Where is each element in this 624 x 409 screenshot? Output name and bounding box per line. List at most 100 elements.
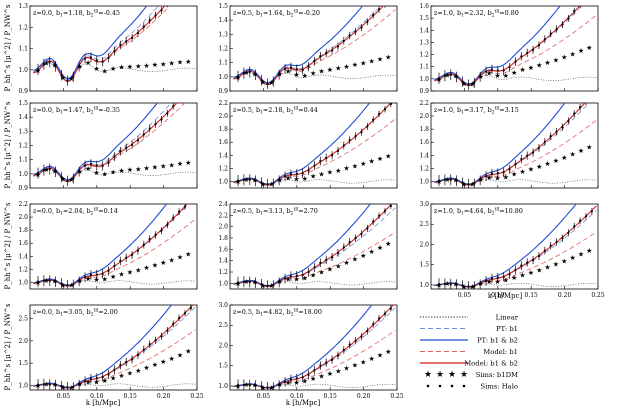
sims-b1dm-star: ★ (385, 53, 391, 61)
sims-b1dm-star: ★ (494, 72, 500, 80)
sims-b1dm-star: ★ (85, 275, 91, 283)
sims-halo-point (484, 279, 488, 283)
series-pt-b1-b2 (33, 103, 158, 181)
legend: Linear PT: b1 PT: b1 & b2 Model: b1 Mode… (420, 314, 519, 391)
sims-halo-point (136, 139, 140, 142)
sims-halo-point (172, 322, 175, 325)
sims-b1dm-star: ★ (160, 60, 166, 68)
sims-b1dm-star: ★ (377, 244, 383, 252)
sims-halo-point (567, 17, 570, 20)
sims-halo-point (184, 93, 186, 95)
sims-b1dm-star: ★ (260, 78, 266, 86)
sims-b1dm-star: ★ (536, 267, 542, 275)
sims-b1dm-star: ★ (444, 72, 450, 80)
sims-b1dm-star: ★ (469, 283, 475, 291)
sims-halo-point (48, 383, 51, 386)
sims-b1dm-star: ★ (377, 155, 383, 163)
sims-halo-point (336, 149, 340, 153)
sims-b1dm-star: ★ (118, 271, 124, 279)
sims-halo-point (531, 151, 535, 154)
sims-b1dm-star: ★ (453, 177, 459, 185)
sims-b1dm-star: ★ (52, 278, 58, 286)
sims-b1dm-star: ★ (243, 69, 249, 77)
legend-label-pt-b1-b2: PT: b1 & b2 (477, 337, 518, 345)
sims-halo-point (467, 183, 470, 186)
panel-annotation: z=0.0, b1=3.05, b2tll=2.00 (33, 308, 118, 318)
y-tick-label: 1.2 (18, 143, 28, 150)
y-tick-label: 1.8 (419, 126, 429, 133)
sims-halo-point (336, 354, 340, 357)
sims-b1dm-star: ★ (52, 62, 58, 70)
legend-item-pt-b1: PT: b1 (420, 325, 518, 333)
sims-b1dm-star: ★ (352, 362, 358, 370)
sims-b1dm-star: ★ (327, 169, 333, 177)
panel-annotation: z=0.5, b1=2.18, b2tll=0.44 (233, 106, 318, 116)
x-tick-label: 0.20 (558, 292, 572, 299)
series-pt-b1-b2 (33, 6, 148, 80)
sims-b1dm-star: ★ (569, 254, 575, 262)
sims-halo-point (573, 9, 576, 13)
sims-halo-point (136, 354, 140, 357)
legend-item-sims-halo: Sims: Halo (426, 383, 518, 391)
sims-b1dm-star: ★ (385, 240, 391, 248)
sims-halo-point (307, 65, 310, 68)
sims-halo-point (508, 273, 511, 276)
x-tick-label: 0.05 (458, 292, 472, 299)
y-tick-label: 1.4 (18, 253, 28, 260)
sims-b1dm-star: ★ (302, 274, 308, 282)
legend-marker-dot (462, 384, 466, 388)
legend-marker-stars: ★ (448, 370, 456, 380)
sims-b1dm-star: ★ (318, 67, 324, 75)
sims-b1dm-star: ★ (469, 181, 475, 189)
y-tick-label: 1.8 (218, 235, 228, 242)
sims-b1dm-star: ★ (277, 71, 283, 79)
sims-halo-point (372, 220, 375, 223)
sims-b1dm-star: ★ (486, 278, 492, 286)
sims-halo-point (125, 146, 128, 149)
sims-halo-point (48, 279, 51, 282)
sims-b1dm-star: ★ (335, 167, 341, 175)
sims-b1dm-star: ★ (569, 50, 575, 58)
y-tick-label: 1.0 (419, 178, 429, 185)
sims-halo-point (449, 73, 452, 76)
sims-halo-point (190, 200, 192, 202)
sims-b1dm-star: ★ (235, 74, 241, 82)
sims-b1dm-star: ★ (177, 351, 183, 359)
x-tick-label: 0.20 (157, 393, 171, 400)
sims-b1dm-star: ★ (168, 60, 174, 68)
sims-halo-point (537, 44, 541, 47)
sims-b1dm-star: ★ (118, 63, 124, 71)
sims-b1dm-star: ★ (93, 65, 99, 73)
sims-halo-point (236, 281, 240, 284)
sims-b1dm-star: ★ (252, 382, 258, 390)
sims-halo-point (490, 172, 494, 175)
sims-halo-point (473, 182, 476, 185)
sims-halo-point (514, 268, 517, 272)
sims-halo-point (461, 181, 464, 184)
plot-area: ★★★★★★★★★★★★★★★★★★★ (233, 6, 396, 89)
sims-halo-point (242, 383, 245, 386)
sims-halo-point (278, 281, 281, 284)
sims-b1dm-star: ★ (127, 269, 133, 277)
sims-halo-point (266, 183, 269, 186)
sims-halo-point (101, 164, 104, 167)
sims-b1dm-star: ★ (185, 250, 191, 258)
sims-halo-point (130, 253, 134, 256)
x-axis-label-col3: k [h/Mpc] (488, 292, 523, 300)
sims-b1dm-star: ★ (135, 367, 141, 375)
sims-halo-point (89, 162, 93, 166)
y-tick-label: 2.5 (419, 221, 429, 228)
sims-b1dm-star: ★ (293, 276, 299, 284)
sims-b1dm-star: ★ (268, 79, 274, 87)
sims-b1dm-star: ★ (102, 377, 108, 385)
sims-b1dm-star: ★ (561, 53, 567, 61)
sims-halo-point (60, 384, 63, 388)
sims-b1dm-star: ★ (185, 159, 191, 167)
sims-halo-point (590, 210, 593, 213)
sims-b1dm-star: ★ (528, 269, 534, 277)
sims-b1dm-star: ★ (436, 178, 442, 186)
sims-b1dm-star: ★ (302, 175, 308, 183)
sims-halo-point (330, 49, 334, 52)
sims-b1dm-star: ★ (77, 63, 83, 71)
sims-halo-point (278, 73, 281, 76)
